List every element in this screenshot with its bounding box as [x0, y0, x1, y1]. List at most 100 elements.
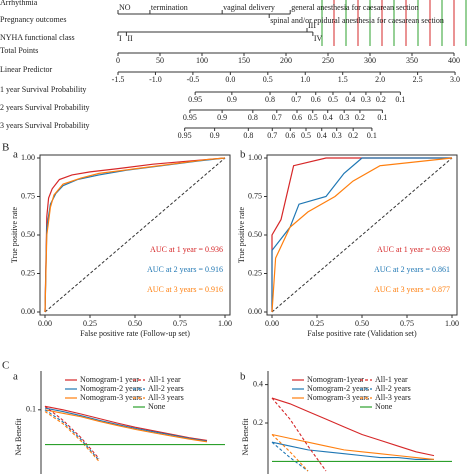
legend-label: AUC at 1 year = 0.936 [150, 245, 223, 254]
tick-label: 250 [322, 56, 334, 65]
tick-label: 0.9 [210, 131, 220, 140]
tick-label: 0.6 [285, 131, 295, 140]
predictor-name: Pregnancy outcomes [0, 15, 66, 24]
tick-label: 0.5 [328, 95, 338, 104]
survival-name: 2 years Survival Probability [0, 103, 90, 112]
legend-label: All-1 year [148, 375, 181, 384]
net-benefit-curve [271, 433, 435, 461]
tick-label: 0.2 [376, 95, 386, 104]
roc-curve [271, 157, 452, 312]
tick-label: 0.3 [332, 131, 342, 140]
panel-label: b [240, 371, 246, 383]
legend-label: Nomogram-1year [307, 375, 364, 384]
reference-line [44, 157, 226, 313]
roc-curve [44, 157, 226, 313]
level-label: vaginal delivery [223, 3, 275, 12]
legend-label: AUC at 3 years = 0.916 [147, 285, 223, 294]
survival-name: 1 year Survival Probability [0, 85, 86, 94]
x-tick-label: 0.50 [128, 319, 142, 328]
x-tick-label: 0.75 [173, 319, 187, 328]
x-tick-label: 0.75 [400, 319, 414, 328]
legend-label: AUC at 1 year = 0.939 [377, 245, 450, 254]
y-tick-label: 0.25 [21, 268, 35, 277]
legend-label: All-3 years [148, 393, 184, 402]
x-axis-label: False positive rate (Follow-up set) [80, 329, 190, 338]
net-benefit-curve [44, 407, 208, 442]
tick-label: 1.5 [338, 75, 348, 84]
y-tick-label: 0.25 [248, 268, 262, 277]
linear-predictor-name: Linear Predictor [0, 65, 53, 74]
points-axis-decor [321, 0, 467, 46]
y-tick-label: 0.4 [253, 379, 263, 388]
level-label: IV [314, 34, 323, 43]
section-label: C [2, 360, 9, 372]
level-label: spinal and/or epidural anesthesia for ca… [270, 16, 444, 25]
tick-label: 0.6 [311, 95, 321, 104]
tick-label: 0.7 [291, 95, 301, 104]
x-tick-label: 0.25 [310, 319, 324, 328]
level-label: termination [151, 3, 188, 12]
tick-label: -1.5 [112, 75, 125, 84]
legend-label: Nomogram-3 years [80, 393, 142, 402]
tick-label: 0.4 [323, 113, 333, 122]
y-tick-label: 1.00 [21, 153, 35, 162]
x-tick-label: 0.50 [355, 319, 369, 328]
x-tick-label: 1.00 [218, 319, 232, 328]
y-tick-label: 0.50 [248, 230, 262, 239]
y-tick-label: 1.00 [248, 153, 262, 162]
tick-label: 300 [364, 56, 376, 65]
level-label: III [308, 21, 316, 30]
tick-label: 2.0 [375, 75, 385, 84]
net-benefit-curve [44, 405, 100, 459]
tick-label: 0.2 [355, 113, 365, 122]
tick-label: 3.0 [450, 75, 460, 84]
legend-label: None [148, 402, 166, 411]
tick-label: 0.0 [225, 75, 235, 84]
level-label: general anesthesia for caesarean section [291, 3, 418, 12]
legend-label: None [375, 402, 393, 411]
predictor-name: NYHA functional class [0, 33, 75, 42]
tick-label: 0.1 [377, 113, 387, 122]
roc-curve [44, 157, 226, 313]
roc-curve [271, 157, 453, 313]
tick-label: 0.95 [183, 113, 197, 122]
net-benefit-curve [44, 405, 208, 441]
predictor-name: Arrhythmia [0, 0, 38, 7]
y-tick-label: 0.00 [248, 307, 262, 316]
tick-label: 200 [280, 56, 292, 65]
tick-label: 0.5 [263, 75, 273, 84]
panel-label: a [13, 149, 18, 161]
tick-label: 0.9 [227, 95, 237, 104]
y-tick-label: 0.2 [253, 418, 263, 427]
net-benefit-curve [271, 441, 434, 461]
net-benefit-curve [271, 441, 309, 472]
legend-label: AUC at 3 years = 0.877 [374, 285, 450, 294]
tick-label: 0.6 [292, 113, 302, 122]
tick-label: 1.0 [300, 75, 310, 84]
net-benefit-curve [271, 434, 309, 472]
tick-label: 0.1 [395, 95, 405, 104]
x-tick-label: 0.00 [38, 319, 52, 328]
legend-label: Nomogram-2 years [307, 384, 369, 393]
level-label: NO [119, 3, 131, 12]
x-tick-label: 0.25 [83, 319, 97, 328]
tick-label: 350 [406, 56, 418, 65]
legend-label: All-2 years [375, 384, 411, 393]
survival-name: 3 years Survival Probability [0, 121, 90, 130]
tick-label: 0.7 [272, 113, 282, 122]
y-axis-label: True positive rate [10, 206, 19, 263]
legend-label: All-3 years [375, 393, 411, 402]
y-tick-label: 0.75 [248, 191, 262, 200]
legend-label: All-1 year [375, 375, 408, 384]
level-label: II [127, 34, 133, 43]
tick-label: 0.95 [188, 95, 202, 104]
tick-label: 50 [156, 56, 164, 65]
level-label: I [119, 34, 122, 43]
y-tick-label: 0.75 [21, 191, 35, 200]
legend-label: AUC at 2 years = 0.861 [374, 265, 450, 274]
x-tick-label: 0.00 [265, 319, 279, 328]
y-axis-label: True positive rate [237, 206, 246, 263]
x-axis-label: False positive rate (Validation set) [307, 329, 417, 338]
reference-line [271, 157, 453, 313]
net-benefit-curve [271, 397, 327, 472]
